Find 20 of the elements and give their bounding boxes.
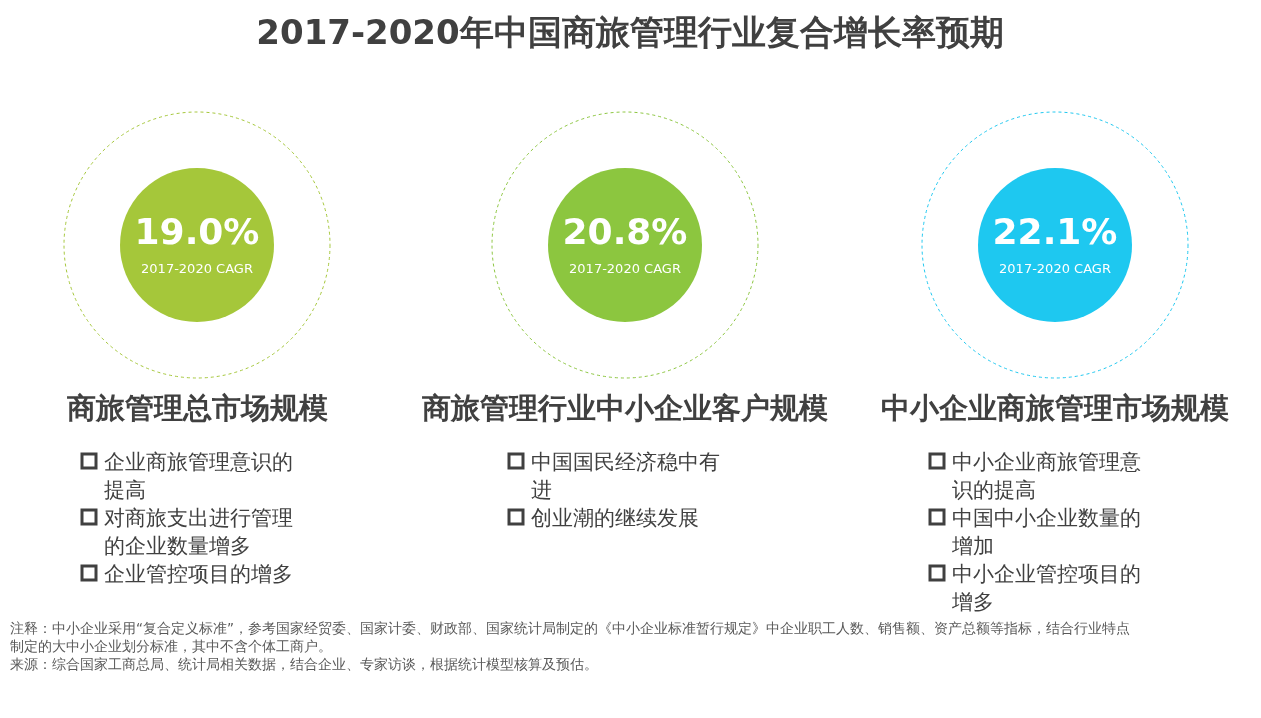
text: 2017-2020 CAGR: [999, 261, 1111, 276]
text: 企业管控项目的增多: [104, 562, 293, 586]
text: 2017-2020 CAGR: [141, 261, 253, 276]
text: 中国中小企业数量的增加: [951, 506, 1141, 558]
data-label: 19.0%: [134, 211, 260, 252]
text: 中国国民经济稳中有进: [531, 450, 720, 502]
text: 中小企业管控项目的增多: [951, 562, 1141, 614]
data-label: 20.8%: [562, 211, 688, 252]
text: 企业商旅管理意识的提高: [104, 450, 293, 502]
text: 2017-2020年中国商旅管理行业复合增长率预期: [256, 12, 1004, 52]
text: 注释：中小企业采用“复合定义标准”，参考国家经贸委、国家计委、财政部、国家统计局制定的《中小企业标准暂行规定》中企业职工人数、销售额、资产总额等指标，结合行业特点制定的大中小企业划分标准，其中不含个体工商户。: [10, 620, 1130, 654]
data-label: 22.1%: [992, 211, 1118, 252]
text: 2017-2020 CAGR: [569, 261, 681, 276]
text: 商旅管理行业中小企业客户规模: [421, 391, 828, 425]
text: 中小企业商旅管理市场规模: [881, 391, 1229, 425]
text: 创业潮的继续发展: [531, 506, 699, 530]
text: 商旅管理总市场规模: [65, 391, 328, 425]
text: 对商旅支出进行管理的企业数量增多: [104, 506, 293, 558]
text: 中小企业商旅管理意识的提高: [952, 450, 1141, 502]
source-note: 来源：综合国家工商总局、统计局相关数据，结合企业、专家访谈，根据统计模型核算及预估。: [10, 656, 598, 672]
